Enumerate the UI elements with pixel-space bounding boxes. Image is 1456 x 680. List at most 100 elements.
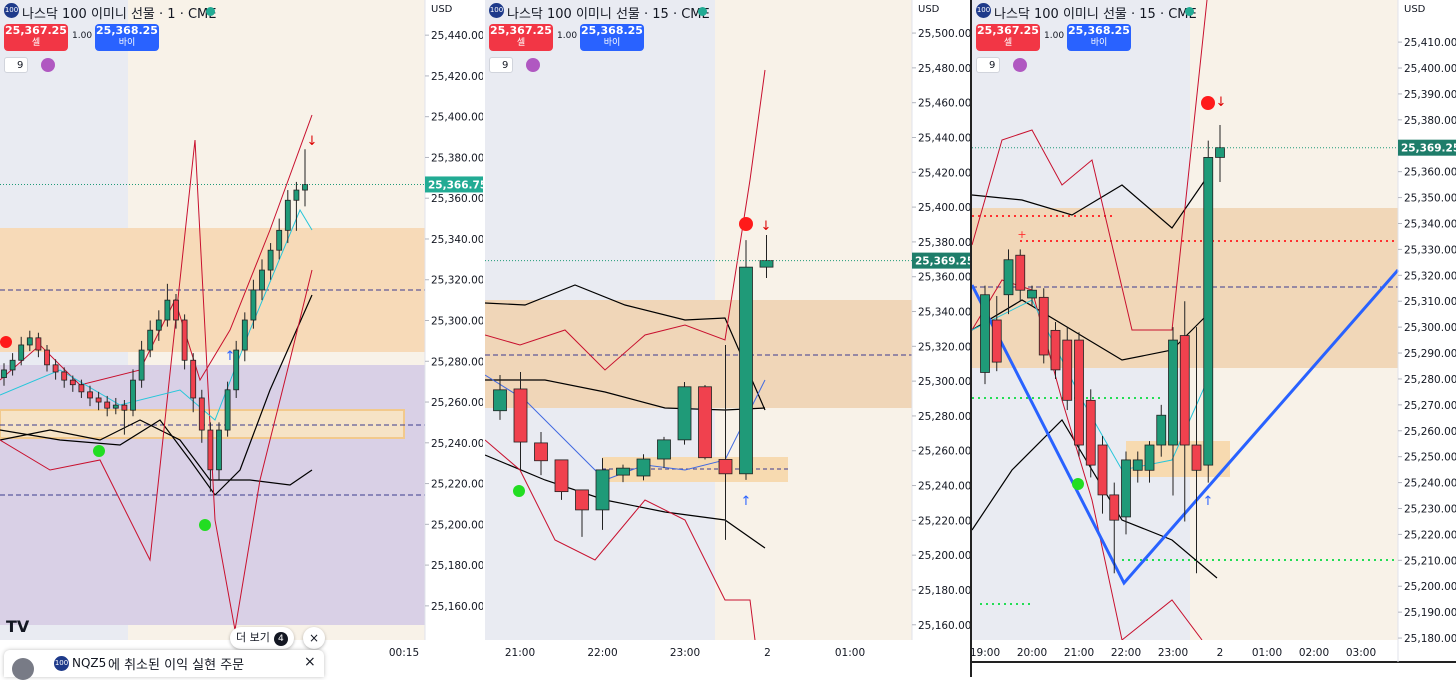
candle-body	[276, 229, 283, 251]
last-price-tag	[425, 176, 483, 193]
buy-price: 25,368.25	[581, 24, 643, 37]
svg-text:↑: ↑	[741, 494, 752, 509]
candle-body	[284, 199, 291, 231]
sell-button[interactable]: 25,367.25 셀	[489, 24, 553, 51]
candle-body	[44, 349, 50, 366]
candle-body	[1050, 329, 1061, 371]
x-tick-label: 23:00	[1158, 647, 1188, 659]
candle-body	[259, 269, 265, 291]
candle-body	[1062, 339, 1073, 401]
candle-body	[595, 469, 610, 511]
y-tick-label: 25,190.00	[1404, 607, 1456, 619]
y-tick-label: 25,180.00	[918, 585, 970, 597]
buy-price: 25,368.25	[1068, 24, 1130, 37]
order-quantity: 1.00	[1044, 31, 1065, 41]
candle-body	[698, 386, 712, 459]
candle-body	[69, 379, 76, 386]
indicator-toggle[interactable]: 9	[489, 57, 513, 73]
close-all-button[interactable]: ×	[303, 627, 325, 649]
x-tick-label: 03:00	[1346, 647, 1376, 659]
sell-price: 25,367.25	[977, 24, 1039, 37]
y-tick-label: 25,220.00	[1404, 529, 1456, 541]
candle-body	[1156, 414, 1167, 446]
symbol-badge: 100	[54, 656, 69, 671]
candle-body	[198, 397, 205, 431]
candle-body	[1132, 459, 1143, 471]
candle-body	[95, 397, 102, 403]
y-tick-label: 25,340.00	[1404, 218, 1456, 230]
y-tick-label: 25,300.00	[918, 376, 970, 388]
candle-body	[26, 337, 33, 346]
sell-label: 셀	[31, 38, 41, 48]
y-tick-label: 25,280.00	[1404, 374, 1456, 386]
notification-area: 더 보기 4 × 100 NQZ5 에 취소된 이익 실현 주문 ×	[0, 626, 483, 680]
svg-text:TV: TV	[6, 617, 30, 636]
y-tick-label: 25,400.00	[1404, 63, 1456, 75]
candle-body	[104, 401, 111, 409]
notification-close[interactable]: ×	[304, 654, 316, 670]
y-tick-label: 25,240.00	[918, 481, 970, 493]
status-dot	[698, 7, 707, 16]
candle-body	[267, 249, 274, 271]
y-tick-label: 25,320.00	[918, 341, 970, 353]
y-tick-label: 25,360.00	[1404, 167, 1456, 179]
y-tick-label: 25,290.00	[1404, 348, 1456, 360]
buy-button[interactable]: 25,368.25 바이	[580, 24, 644, 51]
last-price-tag	[912, 252, 970, 269]
candle-body	[657, 439, 671, 460]
svg-text:+: +	[1017, 228, 1026, 241]
x-tick-label: 23:00	[670, 647, 700, 659]
x-tick-label: 2	[764, 647, 771, 659]
indicator-toggle[interactable]: 9	[4, 57, 28, 73]
y-tick-label: 25,240.00	[431, 438, 483, 450]
buy-button[interactable]: 25,368.25 바이	[1067, 24, 1131, 51]
svg-text:↑: ↑	[1203, 494, 1214, 509]
buy-price: 25,368.25	[96, 24, 158, 37]
candle-body	[112, 404, 119, 409]
y-tick-label: 25,200.00	[431, 519, 483, 531]
x-tick-label: 19:00	[972, 647, 1000, 659]
y-tick-label: 25,160.00	[918, 620, 970, 632]
candle-body	[241, 319, 248, 351]
candle-body	[1038, 296, 1049, 356]
x-tick-label: 02:00	[1299, 647, 1329, 659]
currency-selector[interactable]: USD	[428, 2, 480, 18]
candle-body	[121, 404, 128, 411]
candle-body	[1, 369, 7, 378]
sync-icon	[526, 58, 540, 72]
candle-body	[1027, 289, 1037, 299]
candle-body	[130, 379, 136, 411]
y-tick-label: 25,460.00	[918, 98, 970, 110]
candle-body	[155, 319, 162, 331]
more-button[interactable]: 더 보기 4	[230, 627, 294, 649]
candle-body	[250, 289, 257, 321]
candle-body	[302, 184, 308, 191]
y-tick-label: 25,330.00	[1404, 244, 1456, 256]
y-tick-label: 25,420.00	[918, 167, 970, 179]
candle-body	[554, 459, 569, 493]
x-tick-label: 21:00	[505, 647, 535, 659]
candle-body	[1215, 147, 1225, 158]
symbol-badge: 100	[976, 3, 991, 18]
candle-body	[513, 388, 528, 443]
indicator-toggle[interactable]: 9	[976, 57, 1000, 73]
sell-price: 25,367.25	[490, 24, 552, 37]
y-tick-label: 25,250.00	[1404, 452, 1456, 464]
currency-selector[interactable]: USD	[915, 2, 967, 18]
buy-button[interactable]: 25,368.25 바이	[95, 24, 159, 51]
sell-button[interactable]: 25,367.25 셀	[4, 24, 68, 51]
y-tick-label: 25,260.00	[1404, 426, 1456, 438]
x-tick-label: 01:00	[835, 647, 865, 659]
candle-body	[1121, 459, 1131, 518]
y-tick-label: 25,400.00	[431, 112, 483, 124]
chart-canvas: ↓ ↑ + 25,410.00 25,400.00 25,390.00 25,380.…	[972, 0, 1456, 663]
chart-title: 나스닥 100 이미니 선물 · 15 · CME	[994, 7, 1197, 22]
indicator-count: 9	[502, 60, 509, 71]
candle-body	[207, 429, 214, 471]
y-tick-label: 25,340.00	[918, 307, 970, 319]
candle-body	[616, 467, 630, 476]
y-tick-label: 25,410.00	[1404, 37, 1456, 49]
currency-selector[interactable]: USD	[1401, 2, 1453, 18]
sell-button[interactable]: 25,367.25 셀	[976, 24, 1040, 51]
y-tick-label: 25,400.00	[918, 202, 970, 214]
